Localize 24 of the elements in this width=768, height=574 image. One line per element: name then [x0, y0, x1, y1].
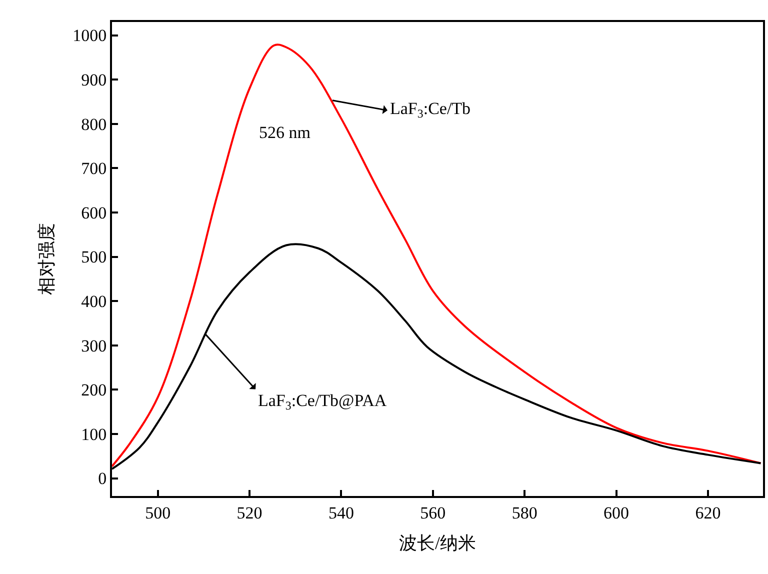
y-tick-label: 0 — [98, 469, 107, 488]
y-axis-title: 相对强度 — [36, 223, 56, 295]
x-tick-label: 560 — [420, 503, 446, 522]
x-tick-label: 540 — [328, 503, 354, 522]
y-tick-label: 200 — [81, 380, 107, 400]
x-tick-label: 600 — [604, 503, 630, 522]
y-tick-label: 1000 — [72, 26, 107, 46]
y-tick-label: 100 — [81, 424, 107, 444]
x-tick-label: 520 — [236, 503, 262, 522]
y-tick-label: 500 — [81, 248, 107, 267]
y-tick-label: 400 — [81, 292, 107, 312]
y-tick-label: 300 — [81, 336, 107, 356]
y-tick-label: 900 — [81, 70, 107, 90]
annotation: LaF$_{3}$:Ce/Tb@PAA — [258, 391, 388, 413]
x-axis-title: 波长/纳米 — [398, 533, 476, 553]
y-tick-label: 700 — [81, 159, 107, 178]
annotation: 526 nm — [259, 123, 310, 142]
y-tick-label: 600 — [81, 203, 107, 222]
annotation: LaF$_{3}$:Ce/Tb — [390, 99, 471, 121]
y-tick-label: 800 — [81, 114, 107, 134]
x-tick-label: 500 — [145, 503, 171, 522]
x-tick-label: 580 — [512, 503, 538, 522]
x-tick-label: 620 — [695, 503, 721, 522]
line-series — [112, 44, 762, 468]
